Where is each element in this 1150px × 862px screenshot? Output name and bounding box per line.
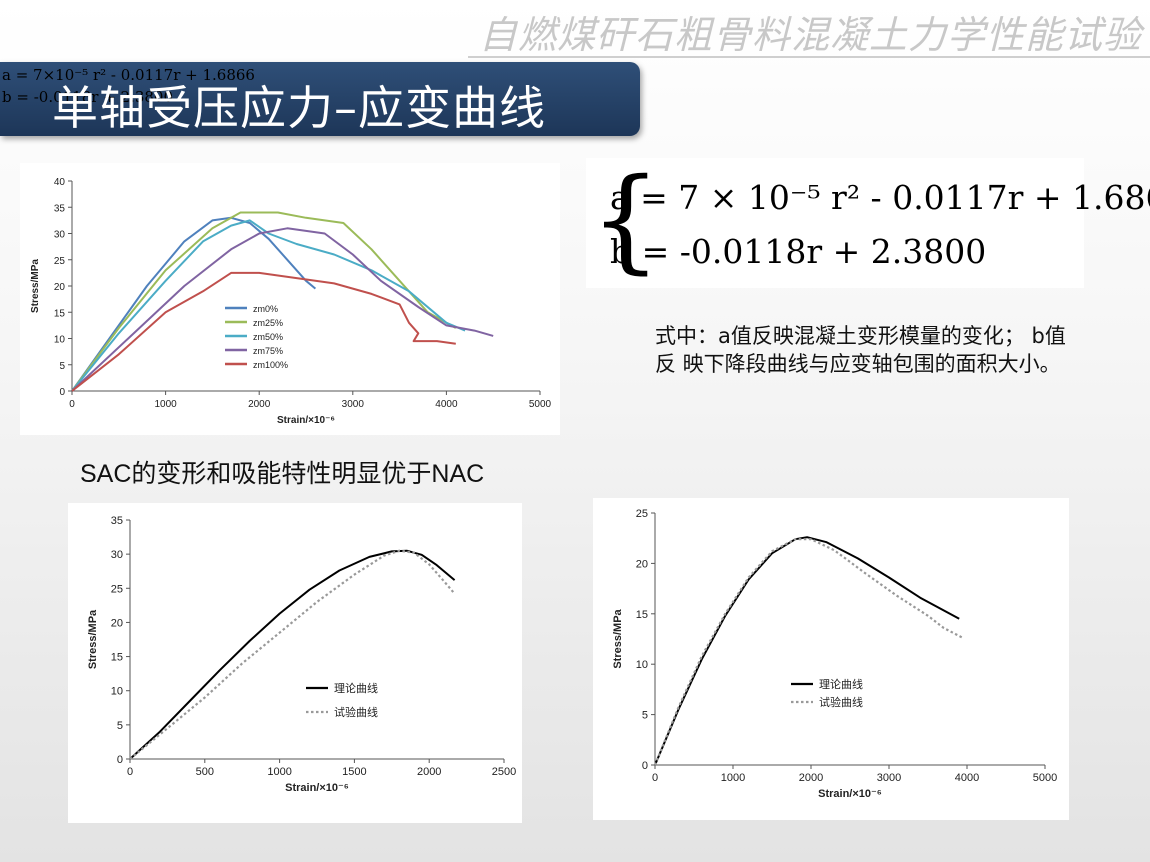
y-tick-label: 15 (636, 609, 648, 621)
x-tick-label: 1000 (721, 772, 745, 784)
x-tick-label: 5000 (529, 399, 552, 410)
series-line-1 (71, 211, 457, 392)
x-tick-label: 4000 (955, 772, 979, 784)
y-tick-label: 15 (54, 308, 66, 319)
series-line-2 (71, 219, 466, 392)
y-tick-label: 25 (111, 583, 123, 595)
series-line-1 (129, 549, 456, 760)
page-title: 自燃煤矸石粗骨料混凝土力学性能试验 (478, 13, 1142, 57)
y-tick-label: 0 (59, 387, 65, 398)
equation-b: b = -0.0118r + 2.3800 (610, 232, 987, 271)
comparison-subtitle: SAC的变形和吸能特性明显优于NAC (80, 460, 485, 488)
y-tick-label: 0 (642, 760, 648, 772)
equation-note: 式中：a值反映混凝土变形模量的变化； b值反 映下降段曲线与应变轴包围的面积大小… (655, 324, 1066, 376)
y-tick-label: 25 (636, 508, 648, 520)
y-tick-label: 30 (111, 549, 123, 561)
series-line-1 (653, 538, 964, 766)
legend-label-1: 试验曲线 (334, 705, 378, 719)
x-tick-label: 2000 (248, 399, 271, 410)
x-tick-label: 1500 (342, 766, 366, 778)
banner-eq-a: a = 7×10⁻⁵ r² - 0.0117r + 1.6866 (2, 66, 255, 84)
x-tick-label: 3000 (342, 399, 365, 410)
legend-label-0: 理论曲线 (334, 681, 378, 695)
y-tick-label: 20 (54, 282, 66, 293)
y-tick-label: 35 (54, 203, 66, 214)
title-underline (468, 56, 1150, 58)
y-tick-label: 10 (111, 686, 123, 698)
section-banner (0, 62, 640, 136)
legend-label-0: zm0% (253, 304, 278, 314)
x-axis-title: Strain/×10⁻⁶ (277, 415, 335, 426)
x-axis-title: Strain/×10⁻⁶ (285, 782, 349, 794)
x-axis-title: Strain/×10⁻⁶ (818, 788, 882, 800)
legend-label-4: zm100% (253, 360, 288, 370)
section-title: 单轴受压应力–应变曲线 (52, 81, 546, 135)
x-tick-label: 0 (69, 399, 75, 410)
equation-brace: { (590, 155, 662, 285)
series-line-4 (71, 271, 456, 392)
y-tick-label: 20 (636, 558, 648, 570)
chart-panel-3: 0 5 10 15 20 25 0 1000 2000 3000 4000 5000 Strain/×1… (593, 498, 1069, 820)
x-tick-label: 0 (652, 772, 658, 784)
y-tick-label: 10 (636, 659, 648, 671)
chart-theory-vs-test-2: 0 5 10 15 20 25 0 1000 2000 3000 4000 5000 Strain/×1… (612, 508, 1057, 800)
equation-box: { a = 7 × 10⁻⁵ r² - 0.0117r + 1.6866 b =… (586, 155, 1150, 288)
x-tick-label: 4000 (435, 399, 458, 410)
y-tick-label: 20 (111, 617, 123, 629)
x-tick-label: 0 (127, 766, 133, 778)
series-line-0 (129, 549, 456, 760)
y-tick-label: 35 (111, 515, 123, 527)
equation-a: a = 7 × 10⁻⁵ r² - 0.0117r + 1.6866 (610, 178, 1150, 217)
chart-panel-2: 0 5 10 15 20 25 30 35 0 500 1000 1500 2000 2500 Strain… (68, 503, 522, 823)
banner-equation-overlay: a = 7×10⁻⁵ r² - 0.0117r + 1.6866 b = -0.… (2, 64, 262, 112)
y-tick-label: 15 (111, 652, 123, 664)
x-tick-label: 2000 (799, 772, 823, 784)
y-axis-title: Stress/MPa (30, 259, 41, 313)
x-tick-label: 1000 (267, 766, 291, 778)
y-tick-label: 5 (117, 720, 123, 732)
y-tick-label: 40 (54, 177, 66, 188)
series-line-0 (654, 536, 960, 766)
y-axis-title: Stress/MPa (612, 608, 624, 668)
legend-label-1: 试验曲线 (819, 695, 863, 709)
x-tick-label: 2500 (492, 766, 516, 778)
y-tick-label: 10 (54, 335, 66, 346)
y-tick-label: 5 (59, 361, 65, 372)
banner-eq-b: b = -0.0118r + 2.3800 (2, 88, 174, 106)
chart-theory-vs-test-1: 0 5 10 15 20 25 30 35 0 500 1000 1500 2000 2500 Strain… (87, 515, 516, 794)
x-tick-label: 1000 (154, 399, 177, 410)
series-line-3 (71, 227, 494, 392)
legend-label-0: 理论曲线 (819, 677, 863, 691)
chart-stress-strain-zm: 0 5 10 15 20 25 30 35 40 0 1000 2000 3000 4000 5000 Str… (30, 177, 552, 426)
y-tick-label: 5 (642, 710, 648, 722)
legend-label-2: zm50% (253, 332, 283, 342)
x-tick-label: 5000 (1033, 772, 1057, 784)
x-tick-label: 2000 (417, 766, 441, 778)
legend-label-1: zm25% (253, 318, 283, 328)
y-tick-label: 0 (117, 754, 123, 766)
x-tick-label: 500 (196, 766, 214, 778)
legend-label-3: zm75% (253, 346, 283, 356)
y-tick-label: 30 (54, 230, 66, 241)
y-tick-label: 25 (54, 256, 66, 267)
chart-panel-1: 0 5 10 15 20 25 30 35 40 0 1000 2000 3000 4000 5000 Str… (20, 163, 560, 435)
y-axis-title: Stress/MPa (87, 609, 99, 669)
x-tick-label: 3000 (877, 772, 901, 784)
